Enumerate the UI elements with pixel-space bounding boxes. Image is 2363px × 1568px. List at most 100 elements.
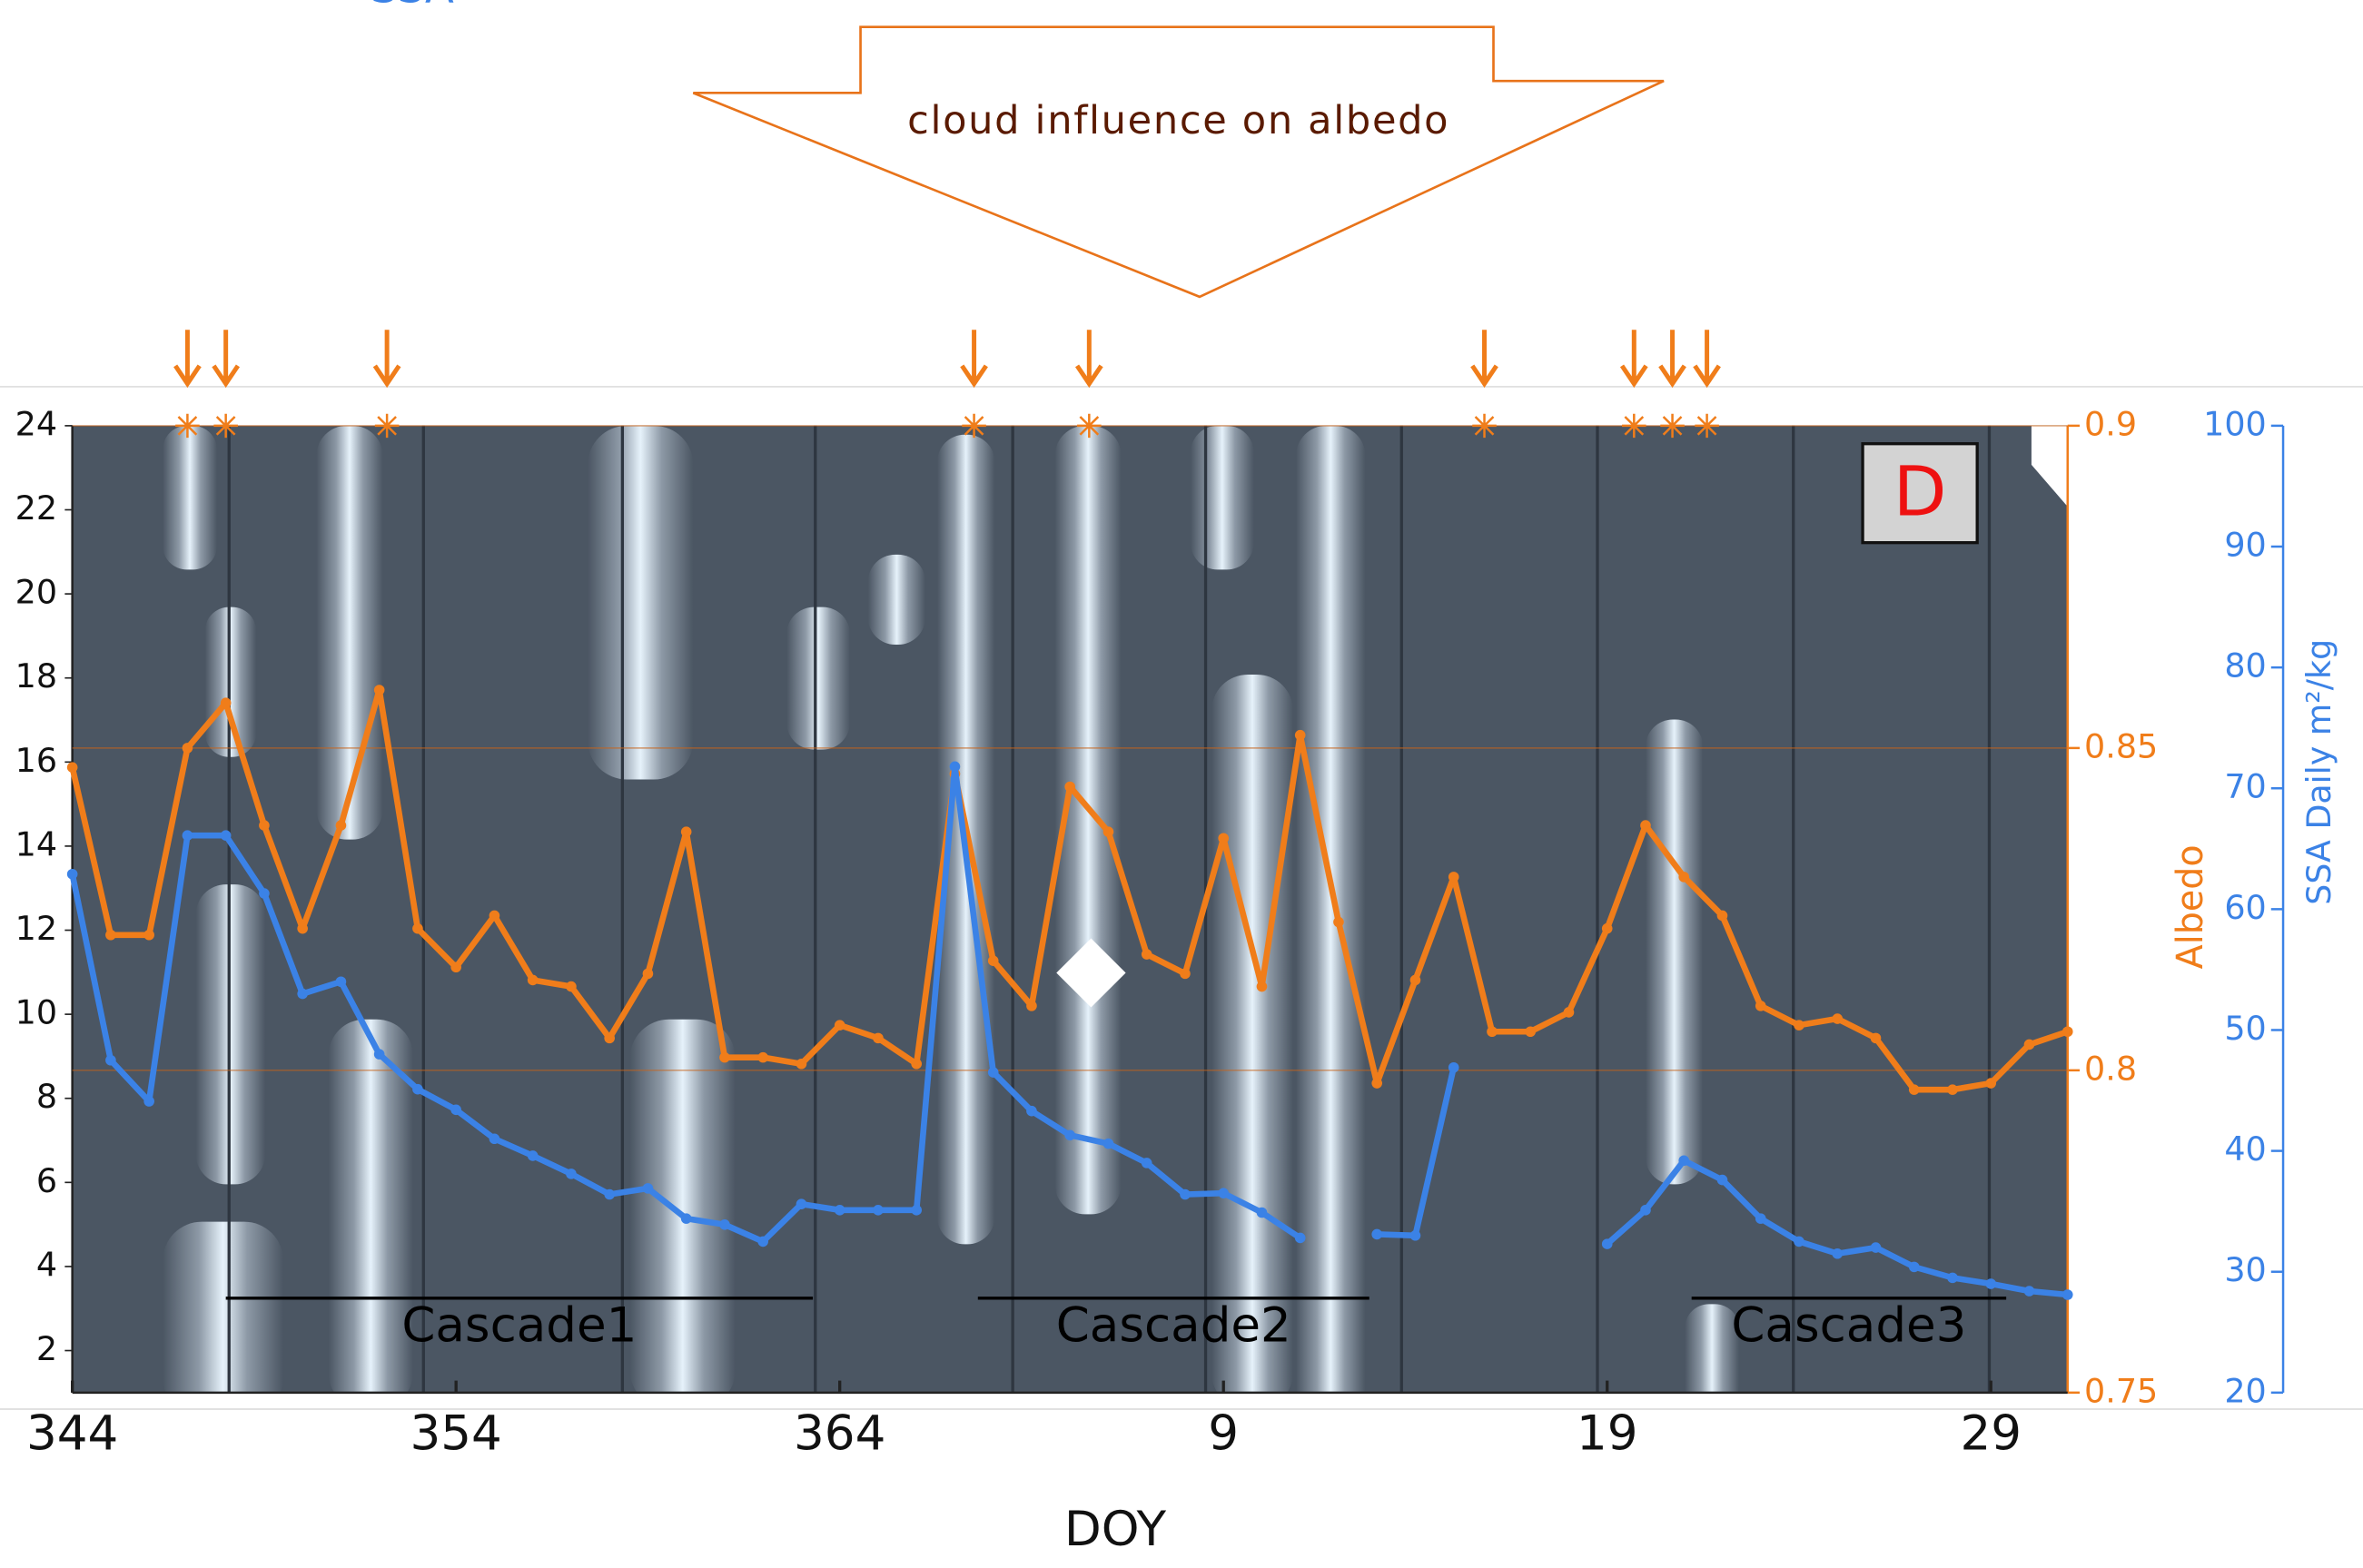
x-axis-title: DOY (1064, 1502, 1167, 1557)
series-point (604, 1032, 615, 1044)
series-point (1141, 949, 1152, 960)
series-point (1218, 1188, 1230, 1198)
series-point (757, 1051, 768, 1063)
series-point (1716, 910, 1728, 922)
y-tick-label: 22 (15, 488, 57, 528)
series-point (1294, 1232, 1306, 1244)
cloud-band (786, 606, 850, 750)
y3-tick-label: 30 (2224, 1250, 2266, 1289)
series-point (796, 1198, 807, 1209)
x-tick-label: 344 (26, 1405, 118, 1461)
series-point (373, 1049, 385, 1060)
series-point (220, 830, 232, 841)
series-point (220, 697, 232, 708)
x-tick-label: 19 (1577, 1405, 1638, 1461)
series-point (1870, 1242, 1882, 1253)
series-point (143, 929, 154, 941)
event-arrow (1693, 330, 1721, 389)
event-arrow (960, 330, 988, 389)
y3-tick-label: 20 (2224, 1371, 2266, 1410)
arrow-text: cloud influence on albedo (907, 98, 1449, 143)
data-layer: 246810121416182022240.750.80.850.9203040… (15, 330, 2285, 1461)
series-point (66, 868, 78, 880)
series-point (719, 1051, 730, 1063)
series-point (182, 830, 193, 841)
x-tick-label: 364 (794, 1405, 885, 1461)
y-tick-label: 8 (36, 1077, 57, 1116)
series-point (1832, 1013, 1844, 1024)
series-point (297, 988, 308, 1000)
cloud-band (1646, 719, 1704, 1185)
series-point (1947, 1084, 1958, 1095)
series-point (259, 888, 270, 899)
series-point (873, 1032, 884, 1044)
y3-tick-label: 40 (2224, 1129, 2266, 1169)
series-point (1870, 1032, 1882, 1044)
event-asterisk (175, 413, 200, 439)
blank-corner (2031, 425, 2068, 508)
panel-label: D (1861, 442, 1979, 545)
series-point (1601, 922, 1613, 934)
series-point (1908, 1084, 1920, 1095)
series-point (182, 743, 193, 754)
series-point (1409, 1229, 1421, 1241)
cascade-label: Cascade1 (401, 1298, 637, 1354)
series-point (1794, 1020, 1804, 1031)
series-point (1371, 1078, 1383, 1089)
y-tick-label: 10 (15, 993, 57, 1032)
panel-letter: D (1893, 451, 1947, 532)
series-point (1409, 974, 1421, 986)
series-point (1563, 1007, 1575, 1018)
series-point (2023, 1286, 2035, 1297)
series-point (911, 1058, 923, 1070)
series-point (2023, 1039, 2035, 1050)
y-tick-label: 16 (15, 741, 57, 780)
series-point (1601, 1238, 1613, 1249)
y2-tick-label: 0.85 (2084, 726, 2158, 765)
cloud-band (316, 425, 383, 840)
series-point (450, 962, 461, 973)
series-point (335, 820, 347, 831)
series-point (566, 981, 577, 992)
legend-entry: SSA (371, 0, 454, 13)
event-arrow (1074, 330, 1103, 389)
event-asterisk (962, 413, 986, 439)
event-arrow (212, 330, 241, 389)
series-point (1487, 1026, 1498, 1038)
series-point (1180, 1188, 1191, 1200)
series-point (1448, 872, 1459, 883)
cloud-band (867, 554, 925, 645)
series-point (680, 826, 692, 837)
y-tick-label: 18 (15, 656, 57, 695)
y3-tick-label: 70 (2224, 767, 2266, 806)
event-arrow (1470, 330, 1498, 389)
series-point (527, 974, 539, 986)
series-point (1947, 1272, 1958, 1284)
series-point (1026, 1001, 1037, 1011)
series-point (297, 922, 308, 934)
series-point (2061, 1289, 2073, 1300)
cloud-band (1211, 674, 1293, 1393)
week-lines (227, 425, 1992, 1393)
series-point (1640, 1205, 1651, 1216)
series-point (566, 1169, 577, 1179)
event-arrow (372, 330, 401, 389)
event-asterisk (1622, 413, 1646, 439)
series-point (1985, 1078, 1997, 1089)
x-tick-label: 354 (410, 1405, 502, 1461)
y-tick-label: 12 (15, 909, 57, 948)
y2-axis-title: Albedo (2170, 844, 2211, 969)
x-tick-label: 9 (1208, 1405, 1239, 1461)
callout-arrow: cloud influence on albedo (692, 25, 1665, 299)
series-point (873, 1205, 884, 1216)
series-point (1102, 826, 1114, 837)
series-point (143, 1096, 154, 1107)
series-point (834, 1020, 845, 1031)
series-point (1678, 872, 1690, 883)
series-point (987, 1067, 999, 1078)
series-point (834, 1205, 845, 1216)
series-point (642, 968, 654, 980)
series-point (335, 976, 347, 988)
series-point (412, 1083, 423, 1095)
